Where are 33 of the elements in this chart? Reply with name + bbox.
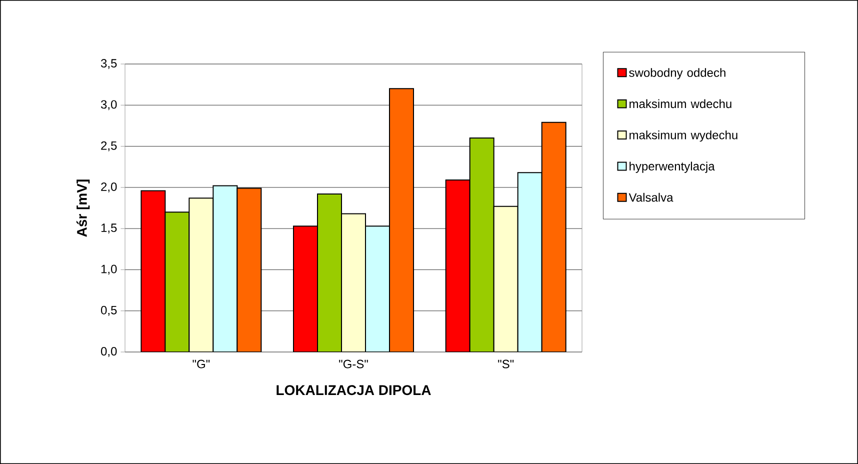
bar [141,190,166,352]
legend-label: swobodny oddech [629,68,726,80]
legend-label: maksimum wydechu [630,130,738,142]
x-tick-label: "S" [498,360,514,368]
bar [389,88,414,352]
legend-label: maksimum wdechu [630,99,732,108]
legend-label: hyperwentylacja [630,162,715,173]
y-axis-title: Aśr [mV] [76,180,90,237]
x-axis-title: LOKALIZACJA DIPOLA [276,385,431,396]
bar [541,122,566,352]
y-tick-label: 3,5 [100,59,117,69]
bar [493,206,518,352]
bar [165,212,190,352]
y-tick-label: 2,5 [101,141,117,152]
bar [341,213,366,352]
y-tick-label: 1,5 [101,224,117,234]
bar [189,198,214,352]
y-tick-label: 0,0 [100,347,117,357]
bar [469,138,494,352]
x-tick-label: "G-S" [339,360,368,368]
y-tick-label: 2,0 [101,182,117,192]
bar [445,180,470,352]
y-tick-label: 3,0 [100,100,117,110]
legend-label: Valsalva [628,192,674,202]
y-tick-label: 0,5 [100,306,117,316]
bar [237,188,262,352]
bar [293,226,318,352]
bar [517,172,542,352]
bar [317,194,342,352]
y-tick-label: 1,0 [101,264,117,275]
x-tick-label: "G" [192,360,210,368]
bar [365,226,390,352]
bar [213,186,238,352]
